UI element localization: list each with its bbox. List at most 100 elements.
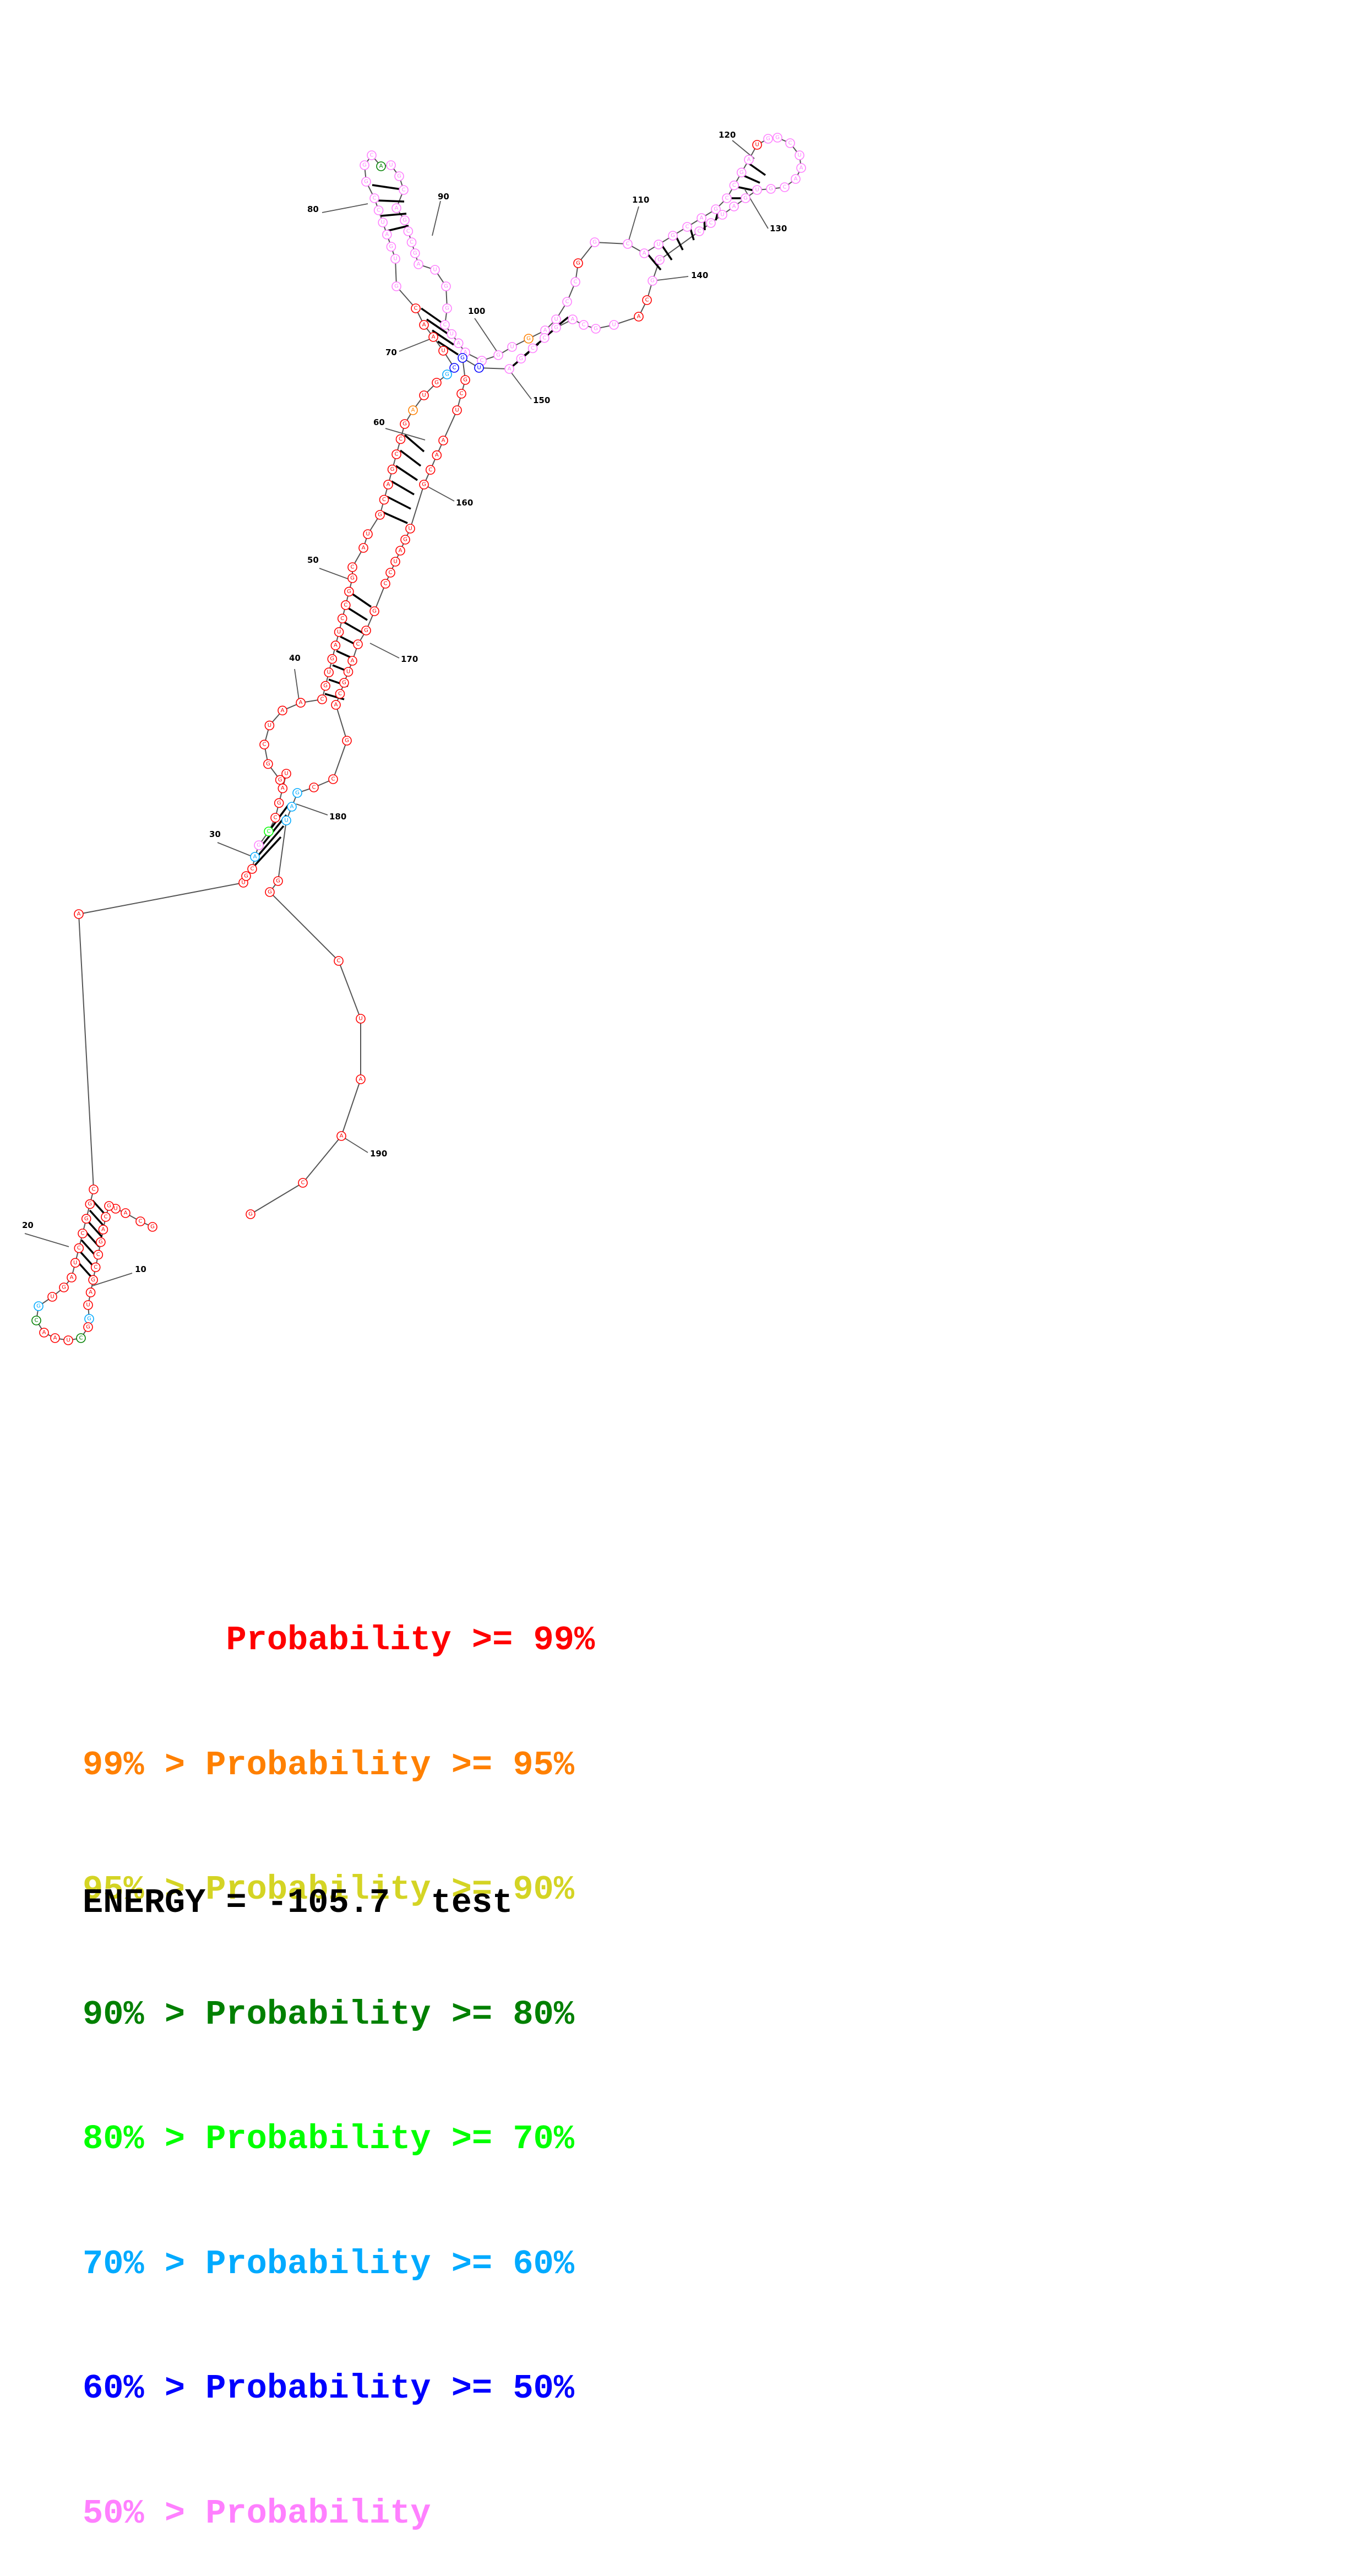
nucleotide: C [76,1333,86,1343]
svg-text:C: C [395,452,399,458]
svg-text:C: C [402,187,406,193]
legend-row-p60: 70% > Probability >= 60% [83,2244,574,2284]
base-pair-line [660,244,673,260]
nucleotide: A [250,852,260,862]
svg-text:C: C [460,391,464,397]
svg-text:U: U [656,242,660,248]
nucleotide: C [367,150,377,160]
nucleotide: G [347,573,357,583]
nucleotide: G [400,419,410,429]
nucleotide: G [274,798,284,808]
nucleotide: G [573,258,583,268]
nucleotide: C [440,320,450,330]
svg-text:G: G [347,589,351,595]
svg-text:G: G [86,1324,90,1330]
nucleotide: C [623,239,633,249]
svg-text:G: G [88,1201,92,1207]
svg-text:A: A [299,700,303,706]
svg-text:A: A [334,643,338,649]
svg-text:G: G [594,326,598,332]
position-number-label: 130 [770,224,787,233]
nucleotide: G [292,788,302,798]
base-pairs [75,161,766,1278]
svg-text:A: A [385,232,389,238]
nucleotide: G [339,678,349,688]
nucleotide: C [722,193,732,203]
legend-row-plow: 50% > Probability [83,2493,431,2533]
nucleotide: G [668,231,678,241]
svg-text:G: G [743,195,748,202]
nucleotide: G [81,1214,91,1224]
svg-text:U: U [358,1016,362,1022]
position-tick-line [509,369,532,400]
nucleotide: G [361,626,371,635]
svg-text:A: A [124,1210,128,1216]
nucleotide: G [763,134,773,144]
svg-text:A: A [334,702,338,708]
svg-text:G: G [526,336,531,342]
svg-text:G: G [422,482,426,488]
nucleotide: A [729,202,739,211]
nucleotide: G [419,480,429,490]
svg-text:A: A [422,322,426,328]
nucleotide: G [460,375,470,385]
svg-text:U: U [86,1302,90,1308]
nucleotide: C [74,1243,84,1253]
nucleotide: G [263,759,273,769]
position-tick-line [385,428,426,441]
svg-text:A: A [351,658,355,664]
nucleotide: G [591,324,601,334]
svg-text:U: U [455,407,459,414]
svg-text:G: G [403,218,407,224]
nucleotide: A [382,230,392,240]
svg-text:C: C [406,229,410,235]
position-number-label: 30 [209,829,221,839]
svg-text:G: G [390,466,395,472]
nucleotide: U [752,140,762,150]
svg-text:G: G [671,233,675,239]
svg-text:C: C [344,602,347,608]
nucleotide: C [135,1216,145,1226]
base-pair-line [380,213,407,217]
svg-text:G: G [394,284,399,290]
nucleotide: C [539,333,550,343]
nucleotide: A [453,338,464,349]
nucleotide: G [387,464,398,475]
position-tick-line [432,200,441,236]
svg-text:U: U [327,670,331,676]
nucleotide: U [390,254,400,264]
nucleotide: G [246,1209,255,1219]
nucleotide: C [380,579,390,589]
svg-text:A: A [800,165,803,171]
nucleotide: G [344,586,354,597]
nucleotide: G [361,177,371,187]
nucleotide: G [410,248,420,258]
nucleotide: G [432,378,442,388]
position-tick-line [627,206,639,244]
nucleotide: A [414,259,423,269]
svg-text:U: U [50,1294,54,1300]
nucleotide: C [449,363,459,373]
base-pair-line [399,449,422,467]
nucleotide: A [504,364,514,374]
nucleotide: G [441,281,451,291]
nucleotide: A [98,1225,108,1235]
svg-text:U: U [510,344,514,350]
svg-text:C: C [783,184,787,191]
nucleotide: C [347,562,357,572]
svg-text:C: C [92,1187,96,1193]
nucleotide: G [265,887,275,897]
nucleotide: C [101,1212,111,1222]
nucleotide: U [452,405,462,415]
svg-text:A: A [432,334,436,340]
nucleotide: G [736,167,747,178]
base-pair-line [387,496,411,510]
svg-text:G: G [378,512,382,518]
nucleotide: C [425,465,436,475]
svg-text:C: C [331,776,335,782]
position-number-label: 150 [533,395,550,405]
nucleotide: G [766,184,776,194]
nucleotide: G [400,535,410,545]
nucleotide: G [83,1322,93,1332]
svg-text:G: G [445,306,449,312]
